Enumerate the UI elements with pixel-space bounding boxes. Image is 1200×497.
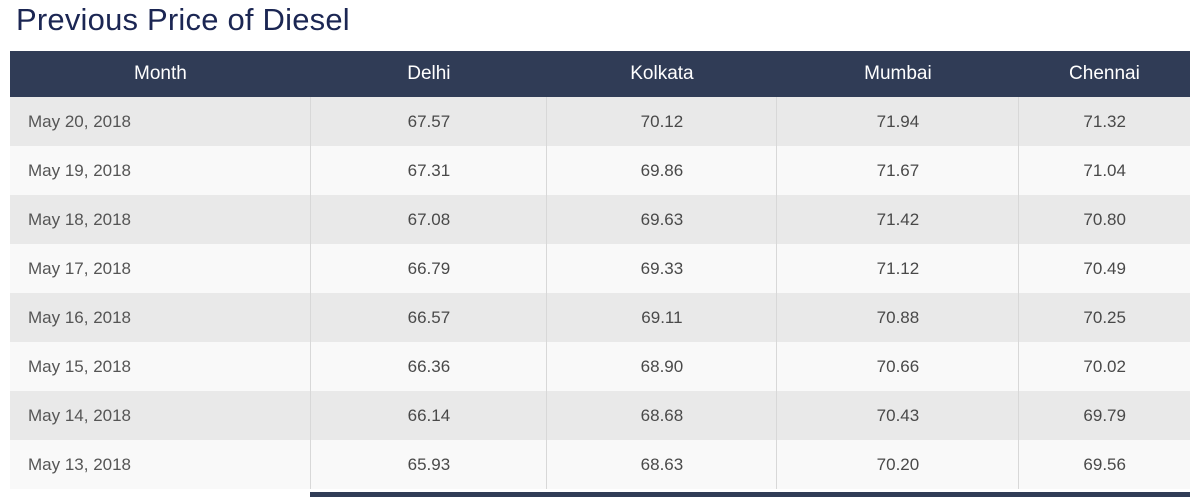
price-cell: 69.86 — [546, 146, 777, 195]
month-cell: May 15, 2018 — [28, 356, 132, 376]
price-cell: 70.49 — [1018, 244, 1190, 293]
price-cell: 71.67 — [776, 146, 1019, 195]
price-cell: 70.20 — [776, 440, 1019, 489]
price-cell: 66.14 — [310, 391, 547, 440]
price-cell: 65.93 — [310, 440, 547, 489]
price-cell: 70.88 — [776, 293, 1019, 342]
price-cell: 70.12 — [546, 97, 777, 146]
column-header-kolkata: Kolkata — [546, 51, 777, 97]
price-cell: 67.08 — [310, 195, 547, 244]
page-title: Previous Price of Diesel — [16, 2, 350, 37]
price-cell: 70.02 — [1018, 342, 1190, 391]
column-header-mumbai: Mumbai — [776, 51, 1019, 97]
month-cell: May 18, 2018 — [28, 209, 132, 229]
table-row: May 19, 2018 67.31 69.86 71.67 71.04 — [10, 146, 1190, 195]
month-cell: May 17, 2018 — [28, 258, 132, 278]
price-cell: 66.36 — [310, 342, 547, 391]
table-row: May 18, 2018 67.08 69.63 71.42 70.80 — [10, 195, 1190, 244]
price-cell: 67.57 — [310, 97, 547, 146]
price-cell: 70.80 — [1018, 195, 1190, 244]
price-cell: 69.11 — [546, 293, 777, 342]
month-cell: May 13, 2018 — [28, 454, 132, 474]
price-cell: 70.66 — [776, 342, 1019, 391]
table-row: May 20, 2018 67.57 70.12 71.94 71.32 — [10, 97, 1190, 146]
price-cell: 71.32 — [1018, 97, 1190, 146]
price-cell: 68.68 — [546, 391, 777, 440]
price-cell: 67.31 — [310, 146, 547, 195]
price-cell: 71.42 — [776, 195, 1019, 244]
table-head: Month Delhi Kolkata Mumbai Chennai — [10, 51, 1190, 97]
table-row: May 13, 2018 65.93 68.63 70.20 69.56 — [10, 440, 1190, 489]
column-header-chennai: Chennai — [1018, 51, 1190, 97]
price-cell: 70.43 — [776, 391, 1019, 440]
table-row: May 14, 2018 66.14 68.68 70.43 69.79 — [10, 391, 1190, 440]
price-cell: 69.56 — [1018, 440, 1190, 489]
table-row: May 15, 2018 66.36 68.90 70.66 70.02 — [10, 342, 1190, 391]
price-cell: 71.94 — [776, 97, 1019, 146]
month-cell: May 14, 2018 — [28, 405, 132, 425]
table-row: May 17, 2018 66.79 69.33 71.12 70.49 — [10, 244, 1190, 293]
month-cell: May 19, 2018 — [28, 160, 132, 180]
cropped-next-section-edge — [310, 492, 1190, 497]
table-row: May 16, 2018 66.57 69.11 70.88 70.25 — [10, 293, 1190, 342]
price-cell: 70.25 — [1018, 293, 1190, 342]
table-body: May 20, 2018 67.57 70.12 71.94 71.32 May 19, … — [10, 97, 1190, 489]
price-cell: 69.79 — [1018, 391, 1190, 440]
price-cell: 71.04 — [1018, 146, 1190, 195]
price-cell: 66.79 — [310, 244, 547, 293]
month-cell: May 20, 2018 — [28, 111, 132, 131]
column-header-delhi: Delhi — [310, 51, 547, 97]
table-header-row: Month Delhi Kolkata Mumbai Chennai — [10, 51, 1190, 97]
month-cell: May 16, 2018 — [28, 307, 132, 327]
diesel-price-table: Month Delhi Kolkata Mumbai Chennai May 20, 2… — [10, 51, 1190, 489]
price-cell: 69.33 — [546, 244, 777, 293]
column-header-month: Month — [10, 51, 311, 97]
price-cell: 71.12 — [776, 244, 1019, 293]
price-cell: 69.63 — [546, 195, 777, 244]
price-cell: 66.57 — [310, 293, 547, 342]
price-cell: 68.63 — [546, 440, 777, 489]
price-cell: 68.90 — [546, 342, 777, 391]
